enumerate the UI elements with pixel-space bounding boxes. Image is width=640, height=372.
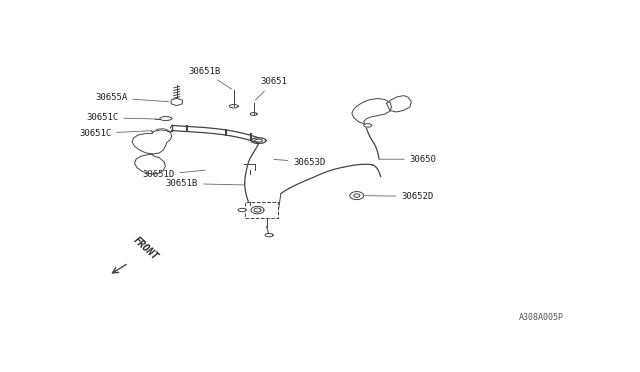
Text: 30650: 30650 <box>380 155 436 164</box>
Text: 30652D: 30652D <box>365 192 434 201</box>
Polygon shape <box>134 154 165 174</box>
Text: 30651C: 30651C <box>86 113 158 122</box>
Text: 30651C: 30651C <box>79 129 152 138</box>
Text: A308A005P: A308A005P <box>518 314 564 323</box>
Polygon shape <box>364 124 372 127</box>
Text: 30651B: 30651B <box>188 67 232 89</box>
Text: 30651: 30651 <box>255 77 287 100</box>
Polygon shape <box>238 208 246 212</box>
Text: 30653D: 30653D <box>274 158 326 167</box>
Polygon shape <box>387 96 412 112</box>
Text: 30651B: 30651B <box>166 179 245 188</box>
Polygon shape <box>132 130 172 154</box>
Polygon shape <box>350 192 364 200</box>
FancyBboxPatch shape <box>244 202 278 218</box>
Text: 30655A: 30655A <box>95 93 169 102</box>
Text: FRONT: FRONT <box>131 235 159 262</box>
Polygon shape <box>352 99 392 124</box>
Text: 30651D: 30651D <box>142 170 205 179</box>
Polygon shape <box>171 98 182 106</box>
